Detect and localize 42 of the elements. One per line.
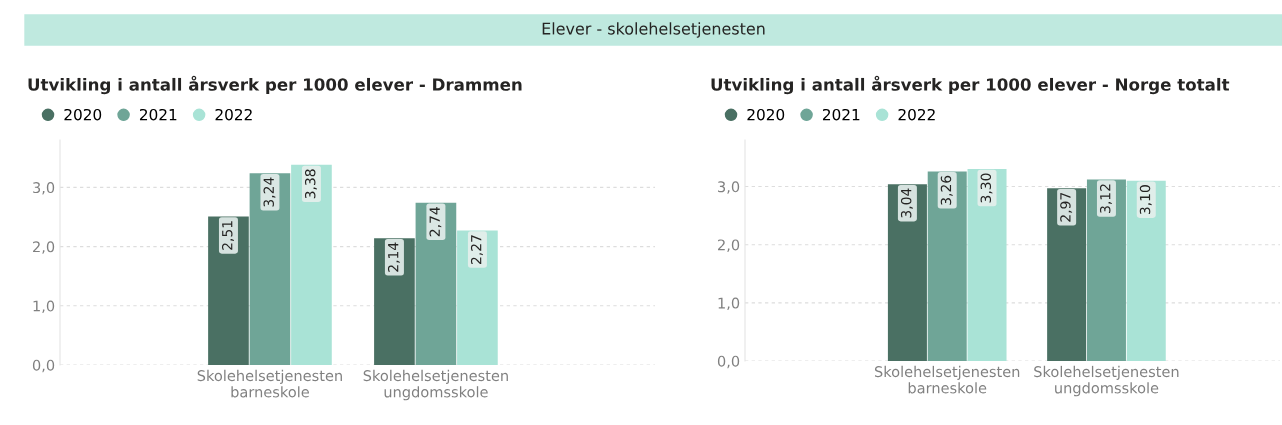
x-tick-label: Skolehelsetjenesten barneskole [197,369,342,398]
y-tick-label: 2,0 [33,241,55,254]
data-label: 3,38 [304,169,317,199]
legend-label: 2021 [139,108,177,121]
bar [249,173,291,365]
data-label: 3,30 [980,173,993,203]
y-tick-label: 3,0 [718,181,740,194]
bar [1086,179,1126,361]
data-label: 3,10 [1139,185,1152,215]
y-tick-label: 2,0 [718,239,740,252]
bar [887,184,927,361]
bar [415,202,457,365]
bar [1126,180,1166,361]
data-label: 2,27 [470,235,483,265]
y-tick-label: 0,0 [717,355,740,369]
x-tick-label: Skolehelsetjenesten ungdomsskole [1034,365,1179,397]
legend-label: 2020 [64,108,102,121]
chart-title: Utvikling i antall årsverk per 1000 elever - Norge totalt [711,75,1230,95]
bar [291,164,332,365]
bar [1047,188,1087,361]
y-tick-label: 3,0 [33,182,55,195]
data-label: 2,51 [221,221,234,250]
x-tick-label: Skolehelsetjenesten barneskole [874,365,1020,394]
data-label: 2,74 [429,207,442,237]
legend-label: 2022 [898,108,935,121]
x-tick-label: Skolehelsetjenesten ungdomsskole [363,369,508,401]
bar [927,171,967,361]
y-tick-label: 0,0 [32,359,55,373]
y-tick-label: 1,0 [33,300,55,314]
data-label: 3,04 [900,188,913,218]
bar [967,169,1007,361]
legend-label: 2021 [822,108,860,121]
data-label: 2,97 [1060,192,1073,222]
text: Elever - skolehelsetjenesten [542,22,765,38]
data-label: 2,14 [387,242,400,272]
y-tick-label: 1,0 [718,297,740,311]
data-label: 3,12 [1099,184,1112,213]
data-label: 3,24 [263,177,276,207]
legend-label: 2020 [747,108,785,121]
chart-title: Utvikling i antall årsverk per 1000 elever - Drammen [28,75,522,95]
legend-label: 2022 [215,108,252,121]
data-label: 3,26 [940,175,953,205]
